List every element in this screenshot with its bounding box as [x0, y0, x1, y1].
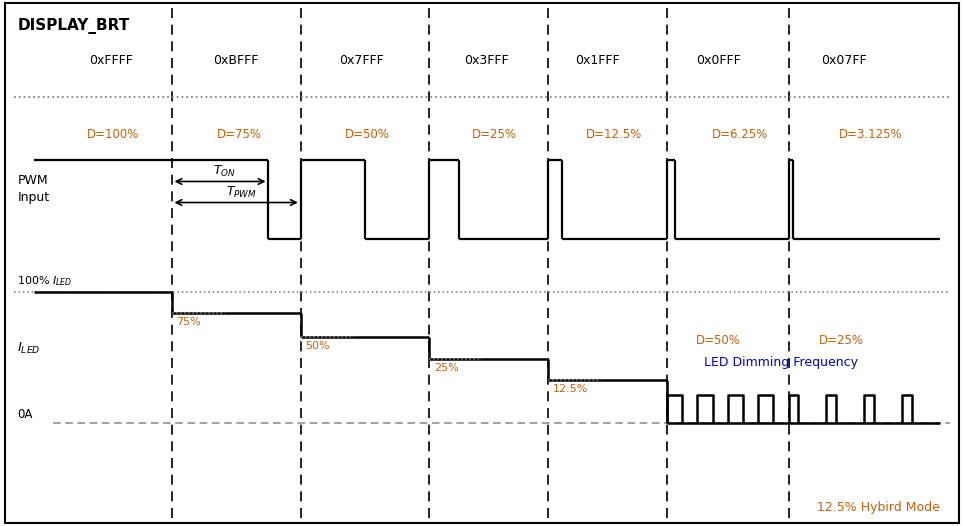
Text: D=12.5%: D=12.5%: [586, 128, 642, 140]
Text: D=50%: D=50%: [345, 128, 390, 140]
Text: 12.5% Hybird Mode: 12.5% Hybird Mode: [817, 501, 940, 514]
Text: D=6.25%: D=6.25%: [711, 128, 767, 140]
Text: 0xBFFF: 0xBFFF: [213, 54, 259, 67]
Text: D=3.125%: D=3.125%: [839, 128, 902, 140]
Text: DISPLAY_BRT: DISPLAY_BRT: [17, 18, 129, 34]
Text: D=25%: D=25%: [819, 335, 864, 347]
Text: 0x3FFF: 0x3FFF: [465, 54, 509, 67]
Text: 0x7FFF: 0x7FFF: [339, 54, 384, 67]
Text: D=25%: D=25%: [472, 128, 518, 140]
Text: 25%: 25%: [434, 363, 459, 373]
Text: 75%: 75%: [176, 317, 201, 327]
Text: PWM
Input: PWM Input: [17, 174, 49, 205]
Text: 0A: 0A: [17, 408, 33, 421]
Text: $T_{PWM}$: $T_{PWM}$: [226, 185, 256, 200]
Text: 0x1FFF: 0x1FFF: [576, 54, 620, 67]
Text: $I_{LED}$: $I_{LED}$: [17, 341, 41, 356]
Text: $T_{ON}$: $T_{ON}$: [213, 164, 236, 179]
Text: 12.5%: 12.5%: [552, 384, 588, 394]
Text: 50%: 50%: [306, 341, 331, 351]
Text: 0x07FF: 0x07FF: [820, 54, 867, 67]
Text: LED Dimming Frequency: LED Dimming Frequency: [704, 357, 858, 369]
Text: 0x0FFF: 0x0FFF: [696, 54, 740, 67]
FancyBboxPatch shape: [5, 3, 959, 523]
Text: 0xFFFF: 0xFFFF: [89, 54, 133, 67]
Text: D=100%: D=100%: [87, 128, 139, 140]
Text: 100% $I_{LED}$: 100% $I_{LED}$: [17, 274, 73, 288]
Text: D=75%: D=75%: [217, 128, 262, 140]
Text: D=50%: D=50%: [696, 335, 740, 347]
